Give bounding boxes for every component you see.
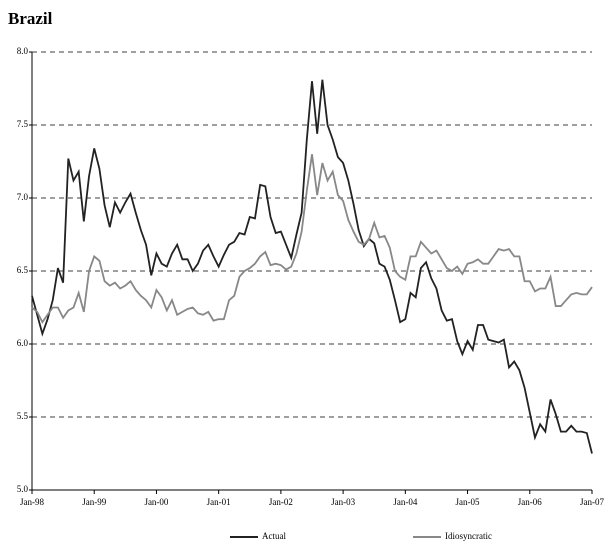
x-tick-label: Jan-05: [456, 497, 480, 507]
legend-label: Actual: [262, 531, 286, 541]
legend-label: Idiosyncratic: [445, 531, 492, 541]
x-tick-label: Jan-07: [580, 497, 604, 507]
y-tick-label: 5.5: [17, 411, 29, 421]
x-tick-label: Jan-98: [20, 497, 44, 507]
x-tick-label: Jan-99: [82, 497, 106, 507]
y-tick-label: 7.0: [17, 192, 29, 202]
chart-title: Brazil: [8, 9, 53, 28]
x-tick-label: Jan-01: [207, 497, 231, 507]
x-tick-label: Jan-03: [331, 497, 355, 507]
y-tick-label: 6.5: [17, 265, 29, 275]
x-tick-label: Jan-04: [393, 497, 417, 507]
y-tick-label: 6.0: [17, 338, 29, 348]
y-tick-label: 5.0: [17, 484, 29, 494]
y-tick-label: 7.5: [17, 119, 29, 129]
series-line: [31, 79, 593, 454]
y-tick-label: 8.0: [17, 46, 29, 56]
x-tick-label: Jan-02: [269, 497, 293, 507]
series-line: [31, 154, 593, 324]
x-tick-label: Jan-00: [144, 497, 168, 507]
x-tick-label: Jan-06: [518, 497, 542, 507]
